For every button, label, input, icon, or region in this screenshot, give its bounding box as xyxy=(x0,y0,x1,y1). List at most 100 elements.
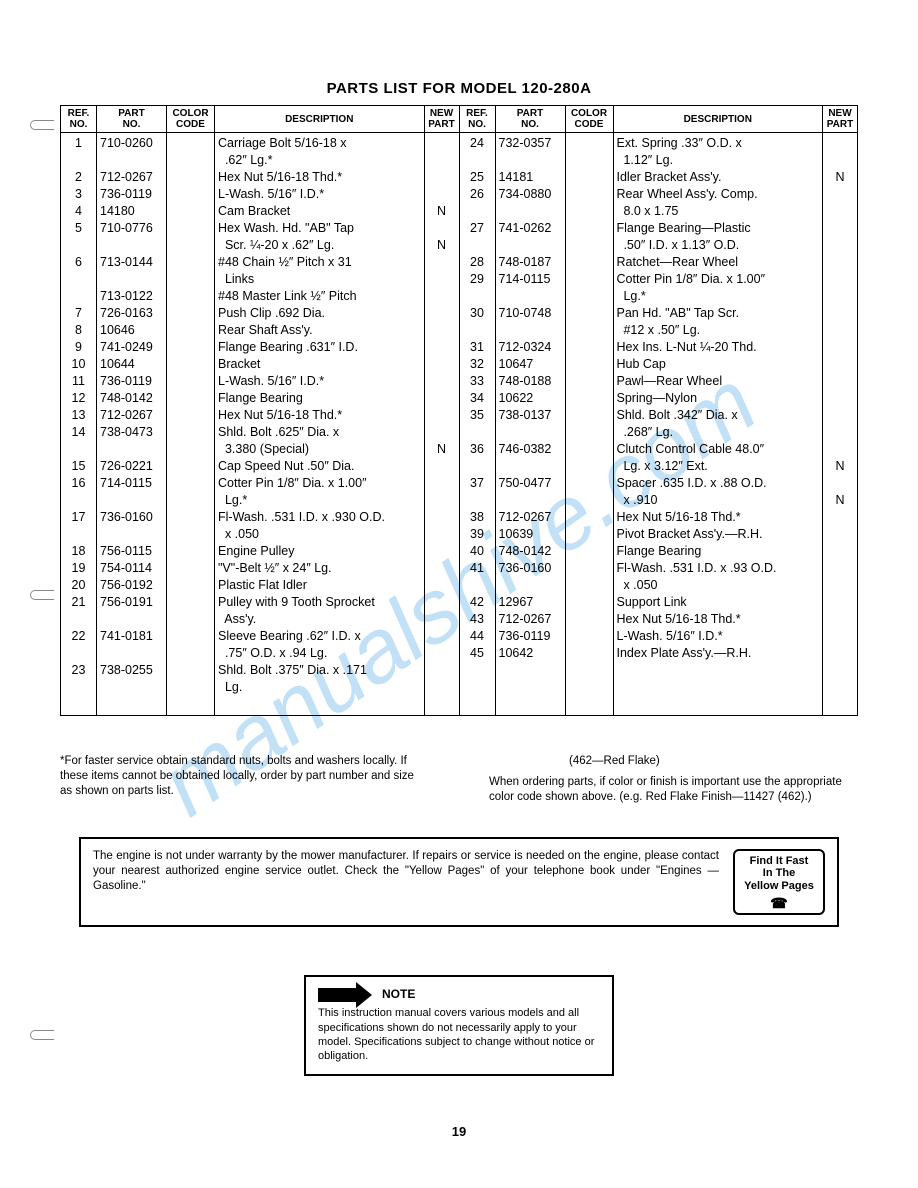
cell-part xyxy=(100,441,163,458)
cell-desc: Shld. Bolt .375″ Dia. x .171 xyxy=(218,662,421,679)
cell-desc: Rear Wheel Ass'y. Comp. xyxy=(617,186,820,203)
cell-desc: Shld. Bolt .625″ Dia. x xyxy=(218,424,421,441)
cell-desc: Cotter Pin 1/8″ Dia. x 1.00″ xyxy=(218,475,421,492)
cell-ref: 42 xyxy=(463,594,492,611)
note-header: NOTE xyxy=(318,987,600,1003)
cell-desc: Hex Nut 5/16-18 Thd.* xyxy=(617,611,820,628)
cell-part xyxy=(100,152,163,169)
cell-part: 10622 xyxy=(499,390,562,407)
phone-icon: ☎ xyxy=(741,895,817,911)
cell-desc xyxy=(218,696,421,713)
cell-ref: 20 xyxy=(64,577,93,594)
color-key: (462—Red Flake) xyxy=(489,754,858,769)
cell-color xyxy=(569,594,610,611)
cell-desc: Pivot Bracket Ass'y.—R.H. xyxy=(617,526,820,543)
cell-ref: 44 xyxy=(463,628,492,645)
cell-color xyxy=(569,220,610,237)
cell-desc: x .050 xyxy=(617,577,820,594)
cell-color xyxy=(569,492,610,509)
cell-desc: Flange Bearing—Plastic xyxy=(617,220,820,237)
cell-new xyxy=(428,560,456,577)
cell-color xyxy=(170,390,211,407)
cell-new xyxy=(826,611,854,628)
cell-desc: Plastic Flat Idler xyxy=(218,577,421,594)
cell-color xyxy=(569,407,610,424)
cell-ref: 3 xyxy=(64,186,93,203)
cell-part: 748-0142 xyxy=(499,543,562,560)
cell-color xyxy=(170,696,211,713)
cell-color xyxy=(170,662,211,679)
cell-new xyxy=(826,390,854,407)
cell-desc: Pawl—Rear Wheel xyxy=(617,373,820,390)
cell-color xyxy=(170,339,211,356)
cell-desc: Pulley with 9 Tooth Sprocket xyxy=(218,594,421,611)
note-label: NOTE xyxy=(382,987,415,1003)
cell-ref: 7 xyxy=(64,305,93,322)
cell-color xyxy=(170,475,211,492)
cell-new xyxy=(428,645,456,662)
cell-part xyxy=(499,492,562,509)
footnote-right-wrap: (462—Red Flake) When ordering parts, if … xyxy=(489,754,858,805)
cell-part xyxy=(499,424,562,441)
header-ref: REF.NO. xyxy=(61,106,97,132)
cell-color xyxy=(170,526,211,543)
cell-part xyxy=(499,577,562,594)
page-number: 19 xyxy=(60,1124,858,1139)
cell-ref: 23 xyxy=(64,662,93,679)
cell-part: 738-0137 xyxy=(499,407,562,424)
cell-desc: Bracket xyxy=(218,356,421,373)
cell-desc: Idler Bracket Ass'y. xyxy=(617,169,820,186)
cell-color xyxy=(569,288,610,305)
cell-desc: "V"-Belt ½″ x 24″ Lg. xyxy=(218,560,421,577)
cell-ref xyxy=(64,441,93,458)
footnote-left: *For faster service obtain standard nuts… xyxy=(60,754,429,805)
cell-part: 10646 xyxy=(100,322,163,339)
cell-color xyxy=(569,475,610,492)
cell-new: N xyxy=(428,203,456,220)
cell-color xyxy=(170,152,211,169)
cell-ref xyxy=(463,424,492,441)
cell-desc: Links xyxy=(218,271,421,288)
cell-part xyxy=(100,611,163,628)
cell-ref: 45 xyxy=(463,645,492,662)
cell-new xyxy=(826,577,854,594)
cell-new xyxy=(428,186,456,203)
cell-ref: 1 xyxy=(64,135,93,152)
cell-color xyxy=(170,271,211,288)
cell-desc: Ext. Spring .33″ O.D. x xyxy=(617,135,820,152)
cell-new xyxy=(826,407,854,424)
cell-color xyxy=(569,135,610,152)
cell-desc: Hub Cap xyxy=(617,356,820,373)
cell-part xyxy=(100,271,163,288)
cell-part: 712-0267 xyxy=(100,169,163,186)
yp-line2: In The xyxy=(741,867,817,880)
cell-new xyxy=(428,322,456,339)
cell-part: 726-0163 xyxy=(100,305,163,322)
cell-desc: Lg. xyxy=(218,679,421,696)
cell-new: N xyxy=(428,237,456,254)
cell-ref: 33 xyxy=(463,373,492,390)
cell-new xyxy=(428,356,456,373)
cell-color xyxy=(170,628,211,645)
cell-color xyxy=(569,509,610,526)
cell-desc: Rear Shaft Ass'y. xyxy=(218,322,421,339)
cell-desc: Sleeve Bearing .62″ I.D. x xyxy=(218,628,421,645)
cell-ref: 12 xyxy=(64,390,93,407)
cell-new xyxy=(826,645,854,662)
cell-color xyxy=(569,169,610,186)
cell-color xyxy=(170,220,211,237)
cell-desc: Lg.* xyxy=(218,492,421,509)
cell-desc: Hex Nut 5/16-18 Thd.* xyxy=(218,407,421,424)
cell-new xyxy=(428,543,456,560)
cell-new xyxy=(826,271,854,288)
cell-ref: 5 xyxy=(64,220,93,237)
cell-color xyxy=(569,424,610,441)
cell-color xyxy=(170,237,211,254)
cell-color xyxy=(569,373,610,390)
cell-color xyxy=(170,441,211,458)
cell-part: 738-0473 xyxy=(100,424,163,441)
cell-color xyxy=(569,662,610,679)
cell-desc: Flange Bearing .631″ I.D. xyxy=(218,339,421,356)
arrow-icon xyxy=(318,988,358,1002)
cell-ref: 35 xyxy=(463,407,492,424)
